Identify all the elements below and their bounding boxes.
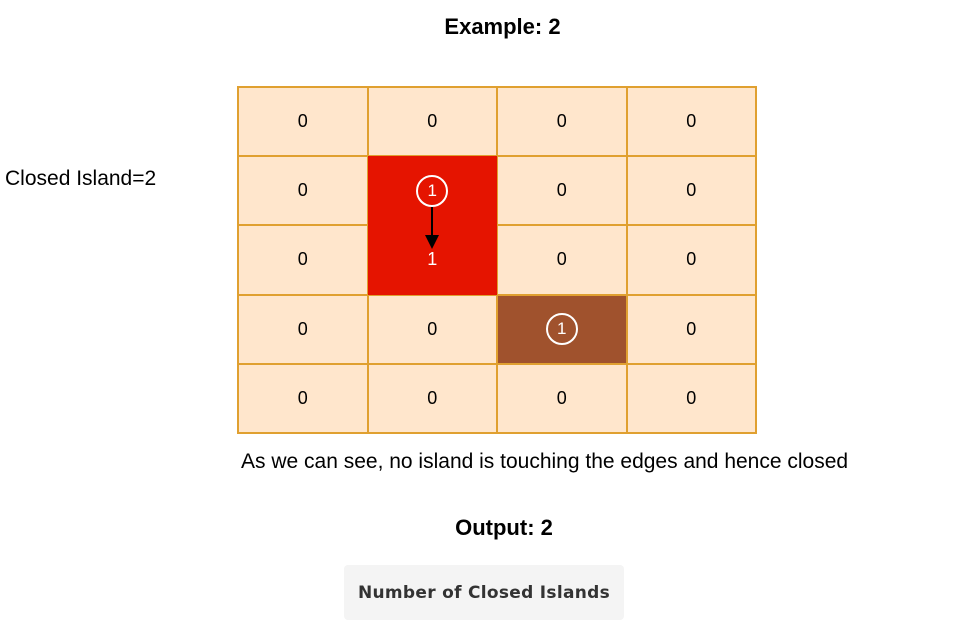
grid-cell: 0 bbox=[367, 87, 497, 157]
cell-value: 0 bbox=[427, 318, 438, 339]
cell-value: 0 bbox=[556, 111, 567, 132]
grid-cell: 0 bbox=[367, 363, 497, 433]
grid-cell: 0 bbox=[238, 225, 368, 295]
closed-island-label: Closed Island=2 bbox=[5, 167, 157, 190]
grid-cell: 0 bbox=[497, 156, 627, 226]
grid-cell: 0 bbox=[238, 363, 368, 433]
grid-cell: 0 bbox=[497, 87, 627, 157]
grid-cell: 0 bbox=[238, 156, 368, 226]
grid-cell: 0 bbox=[626, 294, 756, 364]
cell-value: 0 bbox=[686, 180, 697, 201]
grid-cell: 0 bbox=[626, 156, 756, 226]
grid-cell: 0 bbox=[497, 225, 627, 295]
cell-value: 0 bbox=[297, 111, 308, 132]
start-circle: 1 bbox=[545, 313, 578, 346]
cell-value: 0 bbox=[297, 249, 308, 270]
grid-cell: 0 bbox=[626, 225, 756, 295]
cell-value: 0 bbox=[556, 387, 567, 408]
grid-cell: 0 bbox=[626, 87, 756, 157]
cell-value: 1 bbox=[557, 319, 567, 339]
number-of-closed-islands-button[interactable]: Number of Closed Islands bbox=[344, 565, 624, 620]
cell-value: 0 bbox=[686, 249, 697, 270]
cell-value: 0 bbox=[686, 111, 697, 132]
cell-value: 0 bbox=[427, 387, 438, 408]
cell-value: 0 bbox=[686, 387, 697, 408]
cell-value: 0 bbox=[297, 387, 308, 408]
grid-cell: 0 bbox=[626, 363, 756, 433]
cell-value: 0 bbox=[427, 111, 438, 132]
cell-value: 0 bbox=[556, 180, 567, 201]
cell-value: 0 bbox=[297, 180, 308, 201]
grid-cell: 0 bbox=[238, 87, 368, 157]
cell-value: 0 bbox=[556, 249, 567, 270]
grid-cell: 0 bbox=[367, 294, 497, 364]
output-label: Output: 2 bbox=[455, 515, 553, 540]
island-grid: 0 0 0 0 0 1 0 0 0 1 0 0 0 0 1 0 0 0 0 0 bbox=[237, 86, 757, 434]
example-title: Example: 2 bbox=[444, 14, 561, 39]
cell-value: 0 bbox=[297, 318, 308, 339]
grid-cell: 0 bbox=[497, 363, 627, 433]
island-cell: 1 bbox=[367, 225, 497, 295]
cell-value: 0 bbox=[686, 318, 697, 339]
island-cell: 1 bbox=[497, 294, 627, 364]
arrow-down-icon bbox=[425, 207, 439, 249]
start-circle: 1 bbox=[416, 174, 449, 207]
cell-value: 1 bbox=[427, 249, 438, 270]
explanation-caption: As we can see, no island is touching the… bbox=[241, 450, 849, 473]
grid-cell: 0 bbox=[238, 294, 368, 364]
cell-value: 1 bbox=[427, 180, 437, 200]
